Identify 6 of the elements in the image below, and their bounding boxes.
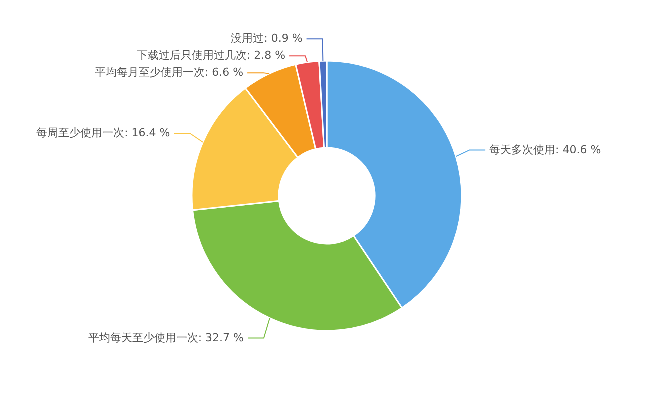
slice-label: 下载过后只使用过几次: 2.8 % [136,49,286,62]
slice-label: 没用过: 0.9 % [231,32,303,46]
slice-label: 每天多次使用: 40.6 % [490,143,602,156]
slice-label: 每周至少使用一次: 16.4 % [36,126,170,140]
slice-label: 平均每月至少使用一次: 6.6 % [94,66,244,80]
slice-label: 平均每天至少使用一次: 32.7 % [88,331,244,344]
